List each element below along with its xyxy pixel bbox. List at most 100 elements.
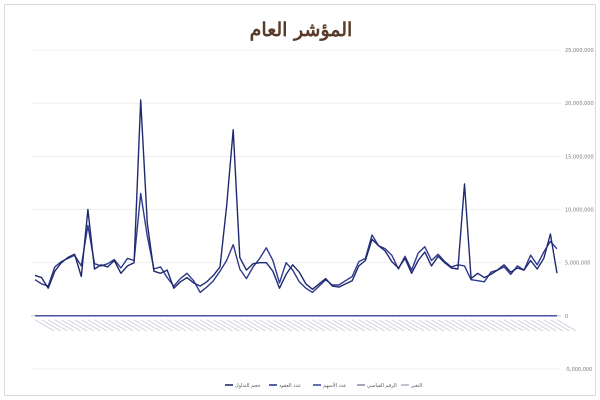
x-tick-mark: [186, 319, 207, 332]
chart-title: المؤشر العام: [249, 19, 353, 41]
x-tick-mark: [199, 319, 220, 332]
chart-svg: -5,000,000 0 5,000,000 10,000,000 15,000,000…: [31, 48, 594, 389]
x-tick-mark: [490, 319, 511, 332]
x-tick-mark: [424, 319, 445, 332]
x-tick-mark: [160, 319, 180, 332]
x-tick-mark: [147, 319, 167, 332]
x-tick-mark: [378, 319, 398, 332]
series-line: [34, 192, 558, 294]
x-tick-mark: [391, 319, 412, 332]
x-tick-mark: [470, 319, 491, 332]
x-tick-mark: [87, 319, 108, 332]
x-tick-mark: [510, 319, 531, 332]
x-tick-mark: [384, 319, 405, 332]
y-tick-label: 25,000,000: [565, 48, 594, 54]
x-tick-mark: [305, 319, 326, 332]
x-tick-mark: [140, 319, 161, 332]
x-tick-mark: [484, 319, 504, 332]
x-tick-mark: [285, 319, 306, 332]
x-tick-mark: [450, 319, 471, 332]
legend-label: الرقم القياسي: [367, 383, 397, 389]
x-tick-mark: [232, 319, 253, 332]
x-tick-mark: [464, 319, 484, 332]
x-tick-mark: [252, 319, 273, 332]
x-tick-mark: [166, 319, 187, 332]
x-tick-mark: [345, 319, 365, 332]
x-tick-mark: [404, 319, 425, 332]
x-tick-mark: [497, 319, 517, 332]
x-tick-mark: [299, 319, 319, 332]
x-tick-mark: [272, 319, 293, 332]
x-tick-mark: [398, 319, 418, 332]
x-tick-mark: [67, 319, 88, 332]
x-tick-mark: [517, 319, 537, 332]
x-tick-mark: [371, 319, 392, 332]
x-tick-mark: [444, 319, 465, 332]
x-tick-mark: [550, 319, 570, 332]
x-tick-mark: [80, 319, 101, 332]
x-axis-ticks: [34, 319, 577, 332]
y-axis-ticks: -5,000,000 0 5,000,000 10,000,000 15,000,000…: [565, 48, 594, 373]
x-tick-mark: [325, 319, 346, 332]
legend: حجم التداول عدد العقود عدد الأسهم الرقم الق…: [225, 382, 422, 389]
x-tick-mark: [318, 319, 339, 332]
series-lines: [34, 99, 558, 317]
x-tick-mark: [74, 319, 94, 332]
x-tick-mark: [107, 319, 128, 332]
x-tick-mark: [292, 319, 313, 332]
x-tick-mark: [457, 319, 478, 332]
x-tick-mark: [193, 319, 213, 332]
x-tick-mark: [127, 319, 147, 332]
x-tick-mark: [133, 319, 154, 332]
legend-label: حجم التداول: [235, 383, 261, 389]
x-tick-mark: [279, 319, 299, 332]
x-tick-mark: [226, 319, 246, 332]
y-tick-label: 5,000,000: [565, 261, 590, 267]
x-tick-mark: [173, 319, 194, 332]
x-tick-mark: [351, 319, 372, 332]
x-tick-mark: [41, 319, 61, 332]
y-tick-label: 10,000,000: [565, 208, 594, 214]
x-tick-mark: [417, 319, 438, 332]
y-tick-label: -5,000,000: [565, 367, 592, 373]
x-tick-mark: [94, 319, 114, 332]
x-tick-mark: [213, 319, 233, 332]
x-tick-mark: [365, 319, 385, 332]
x-tick-mark: [259, 319, 280, 332]
x-tick-mark: [153, 319, 174, 332]
x-tick-mark: [536, 319, 557, 332]
x-tick-mark: [338, 319, 359, 332]
x-tick-mark: [100, 319, 121, 332]
x-tick-mark: [246, 319, 266, 332]
x-tick-mark: [437, 319, 458, 332]
x-tick-mark: [180, 319, 200, 332]
y-tick-label: 15,000,000: [565, 154, 594, 160]
x-tick-mark: [61, 319, 81, 332]
y-tick-label: 0: [565, 314, 568, 320]
x-tick-mark: [523, 319, 544, 332]
x-tick-mark: [431, 319, 451, 332]
x-tick-mark: [556, 319, 577, 332]
y-tick-label: 20,000,000: [565, 101, 594, 107]
x-tick-mark: [477, 319, 498, 332]
x-tick-mark: [411, 319, 431, 332]
x-tick-mark: [358, 319, 379, 332]
x-tick-mark: [120, 319, 141, 332]
x-tick-mark: [239, 319, 260, 332]
x-tick-mark: [503, 319, 524, 332]
series-line: [34, 99, 558, 290]
x-tick-mark: [34, 319, 55, 332]
x-tick-mark: [206, 319, 227, 332]
legend-label: عدد العقود: [279, 383, 301, 389]
legend-label: التغير: [410, 383, 422, 389]
legend-label: عدد الأسهم: [323, 382, 347, 389]
x-tick-mark: [543, 319, 564, 332]
chart-frame: المؤشر العام -5,000,000 0 5,000,000 10,000,…: [4, 4, 596, 396]
x-tick-mark: [312, 319, 332, 332]
x-tick-mark: [332, 319, 352, 332]
x-tick-mark: [47, 319, 68, 332]
x-tick-mark: [54, 319, 75, 332]
x-tick-mark: [219, 319, 240, 332]
x-tick-mark: [530, 319, 550, 332]
x-tick-mark: [113, 319, 134, 332]
